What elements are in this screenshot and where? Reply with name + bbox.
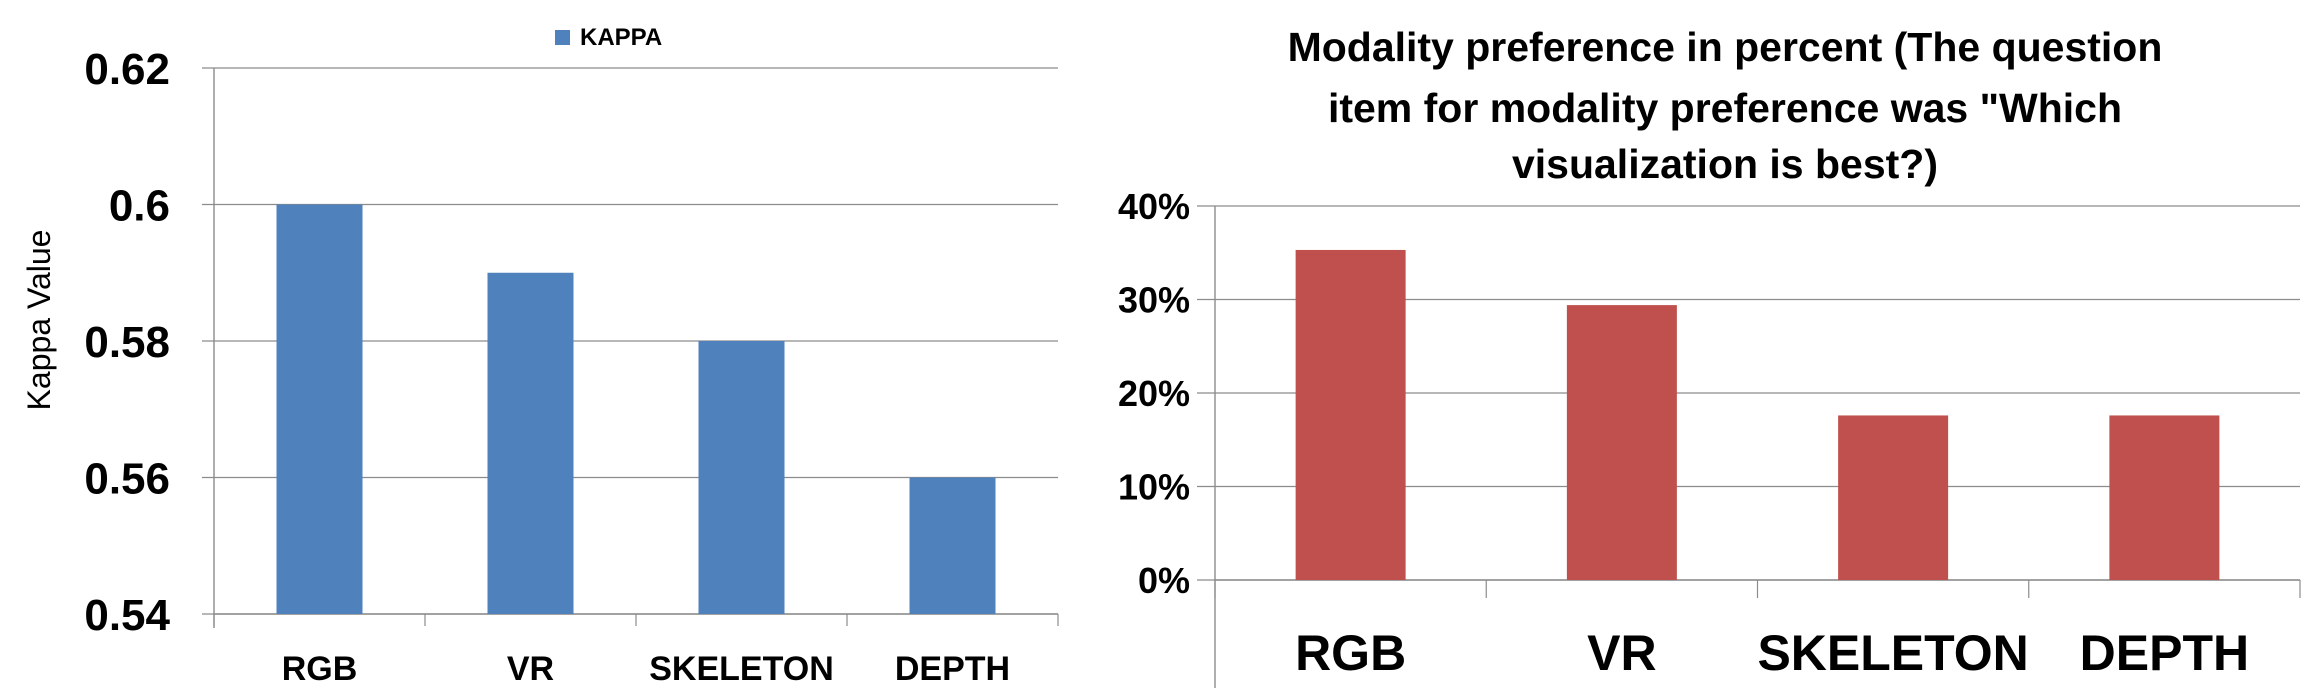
- preference-y-tick-label: 20%: [1118, 373, 1190, 414]
- preference-y-tick-label: 30%: [1118, 279, 1190, 320]
- preference-title-line: visualization is best?): [1512, 141, 1938, 187]
- preference-title-line: item for modality preference was "Which: [1328, 85, 2122, 131]
- modality-preference-chart-svg: 0% 10% 20% 30% 40% RGB VR SKELETON DEPTH Modality…: [1118, 24, 2301, 688]
- preference-category-label: DEPTH: [2080, 625, 2249, 681]
- kappa-y-tick-label: 0.62: [84, 45, 170, 94]
- kappa-bar-depth: [909, 477, 996, 614]
- preference-title-line: Modality preference in percent (The ques…: [1288, 24, 2163, 70]
- preference-y-tick-label: 0%: [1138, 560, 1190, 601]
- kappa-bar-rgb: [276, 204, 363, 614]
- preference-bar-skeleton: [1838, 415, 1949, 580]
- preference-bar-vr: [1566, 305, 1677, 580]
- kappa-legend-swatch: [555, 30, 570, 45]
- preference-y-tick-label: 10%: [1118, 466, 1190, 507]
- kappa-legend-label: KAPPA: [580, 24, 662, 51]
- kappa-y-tick-label: 0.56: [84, 454, 170, 503]
- kappa-y-tick-label: 0.58: [84, 318, 170, 367]
- kappa-category-label: DEPTH: [895, 650, 1010, 688]
- modality-preference-chart: 0% 10% 20% 30% 40% RGB VR SKELETON DEPTH Modality…: [1080, 0, 2310, 692]
- preference-category-label: VR: [1587, 625, 1656, 681]
- kappa-y-tick-label: 0.6: [109, 181, 170, 230]
- preference-bar-rgb: [1295, 249, 1406, 580]
- kappa-category-label: SKELETON: [649, 650, 834, 688]
- kappa-category-label: RGB: [282, 650, 358, 688]
- kappa-y-axis-title: Kappa Value: [21, 230, 57, 411]
- kappa-chart: 0.54 0.56 0.58 0.6 0.62 RGB VR SKELETON DEPTH KAP…: [0, 0, 1080, 692]
- kappa-y-tick-label: 0.54: [84, 591, 170, 640]
- preference-y-tick-label: 40%: [1118, 186, 1190, 227]
- preference-category-label: SKELETON: [1757, 625, 2028, 681]
- preference-bar-depth: [2109, 415, 2220, 580]
- preference-category-label: RGB: [1295, 625, 1406, 681]
- kappa-bar-skeleton: [698, 341, 785, 614]
- kappa-chart-svg: 0.54 0.56 0.58 0.6 0.62 RGB VR SKELETON DEPTH KAP…: [21, 24, 1059, 688]
- kappa-bar-vr: [487, 272, 574, 614]
- kappa-category-label: VR: [507, 650, 554, 688]
